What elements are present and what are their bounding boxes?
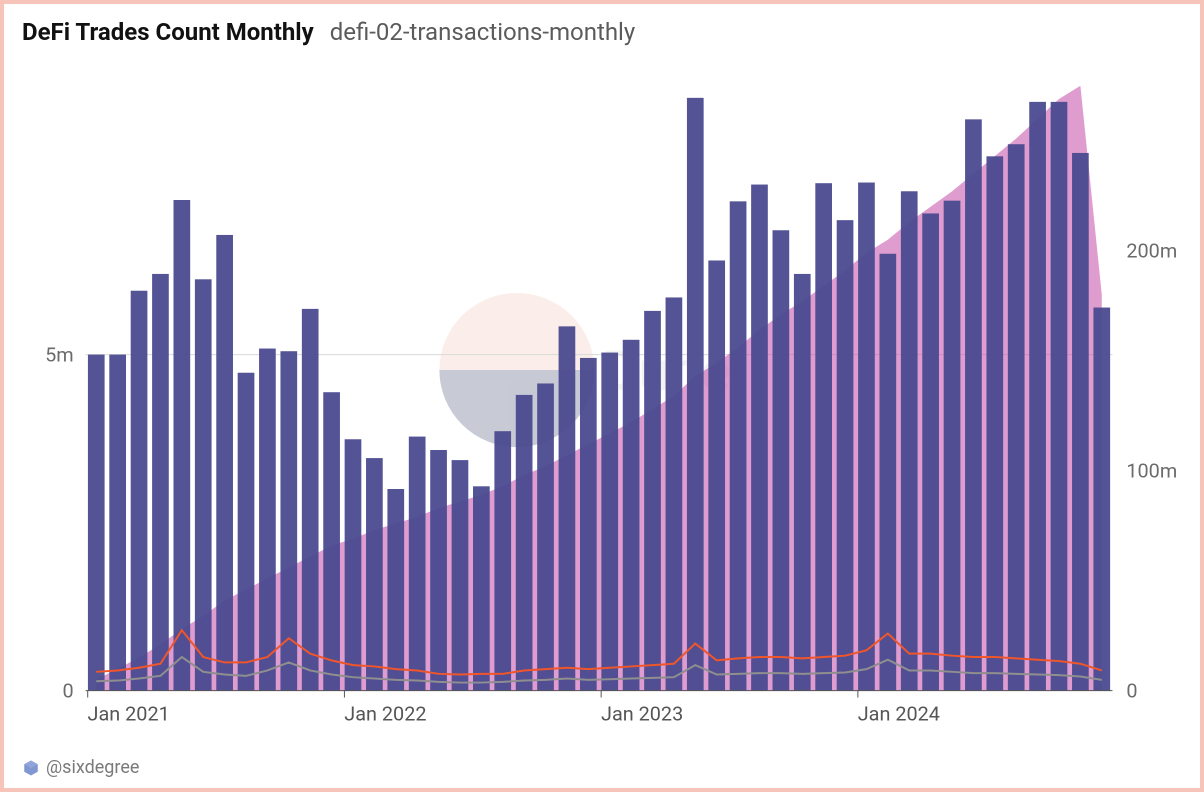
bar	[965, 119, 982, 690]
bar	[1093, 308, 1110, 691]
bar	[452, 460, 469, 691]
bar	[409, 437, 426, 691]
bar	[430, 450, 447, 691]
bar	[901, 191, 918, 690]
bar	[131, 291, 148, 691]
bar	[858, 183, 875, 691]
x-tick-label: Jan 2022	[344, 702, 426, 725]
bar	[1008, 144, 1025, 690]
bar	[986, 156, 1003, 690]
bar	[708, 260, 725, 690]
x-tick-label: Jan 2023	[601, 702, 683, 725]
bar	[537, 383, 554, 690]
bar	[366, 458, 383, 691]
bar	[773, 230, 790, 690]
bar	[109, 355, 126, 691]
bar	[837, 220, 854, 690]
bar	[259, 349, 276, 691]
bar	[644, 311, 661, 691]
bar	[152, 274, 169, 691]
bar	[944, 201, 961, 691]
bar	[580, 358, 597, 691]
bar	[195, 279, 212, 690]
bar	[623, 340, 640, 691]
bar	[879, 254, 896, 691]
x-tick-label: Jan 2021	[88, 702, 170, 725]
x-tick-label: Jan 2024	[858, 702, 940, 725]
author-handle: @sixdegree	[46, 757, 139, 778]
author-icon	[22, 759, 40, 777]
bar	[794, 274, 811, 691]
bar	[666, 297, 683, 690]
bar	[1029, 102, 1046, 691]
bar	[815, 183, 832, 690]
bar	[280, 351, 297, 690]
bar	[345, 439, 362, 690]
chart-title: DeFi Trades Count Monthly	[22, 18, 314, 46]
bar	[1072, 153, 1089, 691]
chart-footer: @sixdegree	[22, 757, 139, 778]
bar	[323, 392, 340, 690]
bar	[559, 326, 576, 690]
bar	[730, 201, 747, 690]
bar	[751, 185, 768, 691]
bar	[601, 353, 618, 691]
bar	[387, 489, 404, 691]
chart-subtitle: defi-02-transactions-monthly	[330, 18, 636, 46]
y-right-tick-label: 100m	[1126, 460, 1177, 483]
y-left-tick-label: 0	[62, 680, 73, 703]
bar	[173, 200, 190, 691]
bar	[302, 309, 319, 691]
bar	[1051, 102, 1068, 691]
y-left-tick-label: 5m	[45, 344, 74, 367]
bar	[238, 373, 255, 691]
bar	[687, 98, 704, 691]
bar	[473, 486, 490, 690]
plot-svg: Dune05m0100m200mJan 2021Jan 2022Jan 2023…	[22, 64, 1182, 744]
chart-header: DeFi Trades Count Monthly defi-02-transa…	[22, 18, 635, 46]
bar	[216, 235, 233, 691]
plot-area: Dune05m0100m200mJan 2021Jan 2022Jan 2023…	[22, 64, 1182, 744]
bar	[922, 213, 939, 690]
bar	[516, 395, 533, 691]
bar	[88, 355, 105, 691]
bar	[494, 431, 511, 690]
chart-frame: DeFi Trades Count Monthly defi-02-transa…	[0, 0, 1204, 792]
y-right-tick-label: 200m	[1126, 240, 1177, 263]
y-right-tick-label: 0	[1126, 680, 1137, 703]
